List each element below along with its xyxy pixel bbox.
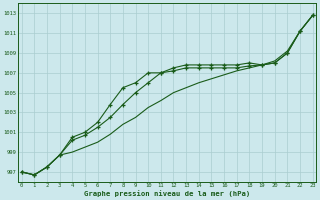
X-axis label: Graphe pression niveau de la mer (hPa): Graphe pression niveau de la mer (hPa) xyxy=(84,190,250,197)
